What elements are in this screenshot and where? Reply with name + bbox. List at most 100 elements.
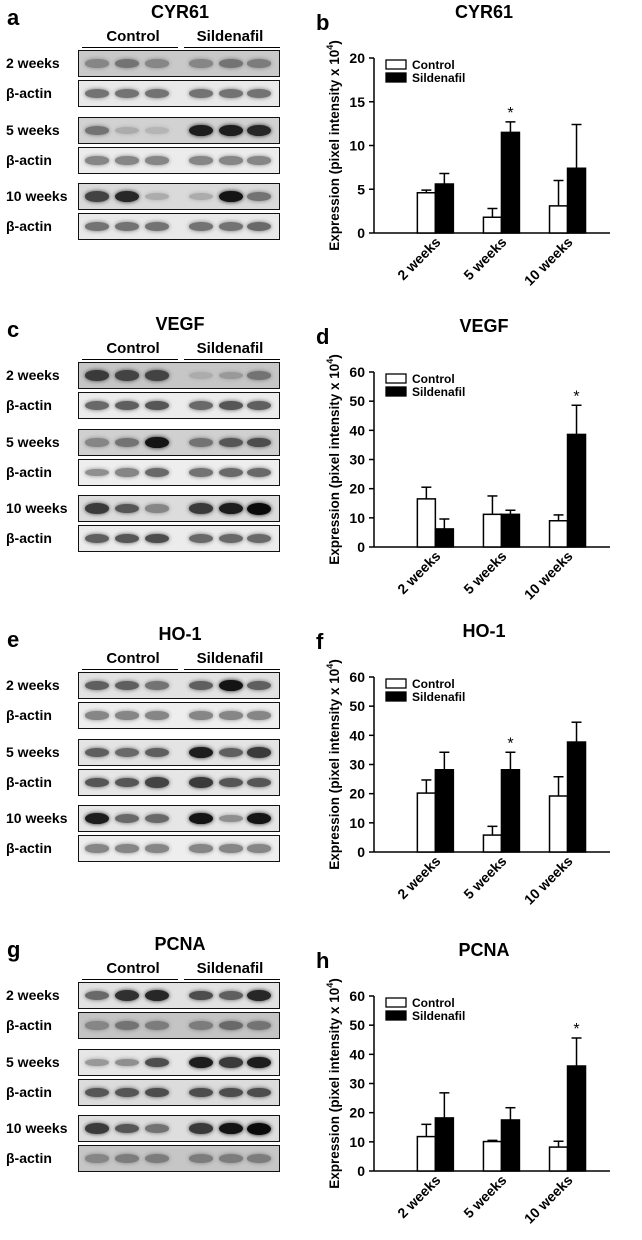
bar-control [482, 513, 503, 548]
sildenafil-group-line [184, 47, 280, 48]
legend-swatch-control [385, 997, 407, 1008]
blot-band [145, 222, 169, 231]
bar-sildenafil [500, 513, 521, 548]
bar-control [548, 520, 569, 548]
sildenafil-group-line [184, 979, 280, 980]
y-axis-label: Expression (pixel intensity x 104) [325, 978, 342, 1189]
sildenafil-group-line [184, 669, 280, 670]
blot-band [247, 1056, 271, 1069]
blot-row-label: β-actin [6, 464, 52, 480]
blot-band [145, 814, 169, 823]
control-group-label: Control [106, 960, 160, 977]
blot-band [189, 534, 213, 543]
blot-band [219, 1057, 243, 1068]
bar-control [482, 834, 503, 853]
blot-band [219, 1087, 243, 1098]
chart-title: HO-1 [462, 621, 505, 641]
blot-strip [78, 769, 280, 796]
blot-row-label: β-actin [6, 774, 52, 790]
legend-label: Sildenafil [412, 385, 465, 399]
y-tick-label: 40 [349, 727, 365, 743]
legend-swatch-sildenafil [385, 386, 407, 397]
blot-band [115, 748, 139, 757]
blot-strip [78, 213, 280, 240]
blot-band [219, 534, 243, 543]
bar-sildenafil [434, 1117, 455, 1172]
blot-strip [78, 1145, 280, 1172]
legend-swatch-sildenafil [385, 72, 407, 83]
blot-row-label: β-actin [6, 218, 52, 234]
blot-band [85, 747, 109, 758]
blot-band [85, 438, 109, 447]
blot-strip [78, 1115, 280, 1142]
y-tick-label: 30 [349, 1076, 365, 1092]
legend-swatch-control [385, 678, 407, 689]
blot-band [145, 59, 169, 68]
blot-band [145, 1057, 169, 1068]
y-tick-label: 5 [357, 181, 365, 197]
blot-band [247, 437, 271, 448]
y-tick-label: 60 [349, 364, 365, 380]
blot-band [219, 1122, 243, 1135]
legend-swatch-control [385, 373, 407, 384]
chart-title: CYR61 [455, 2, 513, 22]
blot-band [219, 679, 243, 692]
bar-control [482, 216, 503, 234]
panel-letter: e [7, 627, 20, 652]
blot-band [189, 438, 213, 447]
blot-strip [78, 147, 280, 174]
blot-band [145, 1021, 169, 1030]
blot-band [85, 1154, 109, 1163]
legend-swatch-sildenafil [385, 691, 407, 702]
blot-band [145, 504, 169, 513]
x-tick-label: 10 weeks [521, 1172, 576, 1227]
bar-control [416, 792, 437, 853]
blot-band [145, 400, 169, 411]
y-tick-label: 50 [349, 393, 365, 409]
blot-band [85, 680, 109, 691]
blot-band [115, 370, 139, 381]
blot-row-label: 5 weeks [6, 744, 60, 760]
blot-band [115, 438, 139, 447]
blot-band [219, 400, 243, 411]
blot-band [115, 1123, 139, 1134]
blot-row-label: β-actin [6, 707, 52, 723]
bar-sildenafil [434, 183, 455, 234]
blot-band [219, 89, 243, 98]
blot-band [219, 156, 243, 165]
blot-band [189, 746, 213, 759]
x-tick-label: 10 weeks [521, 548, 576, 603]
blot-band [115, 990, 139, 1001]
blot-band [85, 844, 109, 853]
blot-band [219, 437, 243, 448]
blot-row-label: β-actin [6, 397, 52, 413]
blot-band [247, 680, 271, 691]
bar-sildenafil [566, 167, 587, 234]
x-tick-label: 2 weeks [394, 234, 443, 283]
blot-row-label: β-actin [6, 530, 52, 546]
y-tick-label: 10 [349, 815, 365, 831]
blot-strip [78, 805, 280, 832]
blot-band [189, 372, 213, 379]
blot-band [189, 124, 213, 137]
blot-band [115, 1087, 139, 1098]
blot-strip [78, 1012, 280, 1039]
blot-row-label: β-actin [6, 152, 52, 168]
panel-title: VEGF [155, 314, 205, 334]
blot-strip [78, 459, 280, 486]
x-tick-label: 2 weeks [394, 548, 443, 597]
bar-sildenafil [434, 769, 455, 853]
blot-band [219, 124, 243, 137]
bar-sildenafil [500, 1119, 521, 1172]
blot-band [219, 190, 243, 203]
blot-band [247, 400, 271, 411]
blot-band [219, 59, 243, 68]
y-axis-label: Expression (pixel intensity x 104) [325, 40, 342, 251]
blot-band [115, 844, 139, 853]
bar-sildenafil [566, 433, 587, 548]
panel-letter: c [7, 317, 20, 342]
y-axis-label-close: ) [327, 978, 342, 983]
y-axis-label-close: ) [327, 40, 342, 45]
y-tick-label: 10 [349, 138, 365, 154]
control-group-label: Control [106, 28, 160, 45]
